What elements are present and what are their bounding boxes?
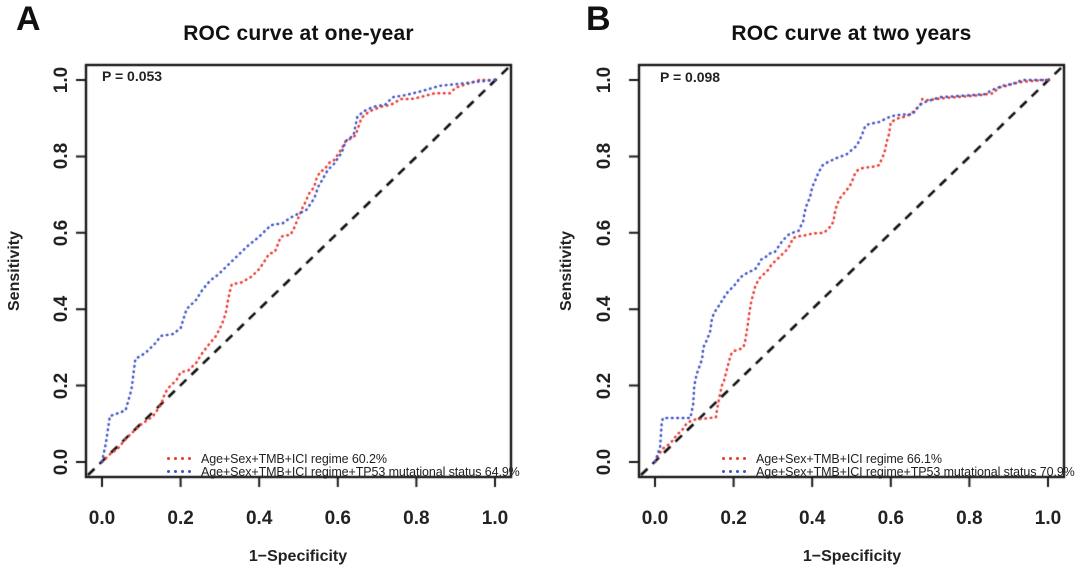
x-tick-label: 0.2 (167, 508, 194, 529)
legend-marker-dotted-blue-icon (722, 470, 746, 473)
y-tick-label: 0.6 (51, 219, 72, 247)
x-axis-title-a: 1−Specificity (248, 548, 348, 565)
x-tick-label: 0.8 (403, 508, 430, 529)
x-tick-label: 0.0 (641, 508, 669, 529)
y-tick-label: 0.2 (594, 372, 615, 399)
legend-row: Age+Sex+TMB+ICI regime+TP53 mutational s… (167, 464, 520, 479)
y-tick-label: 0.8 (51, 143, 72, 170)
y-tick-label: 0.4 (51, 295, 72, 323)
x-tick-label: 0.8 (956, 508, 983, 529)
x-tick-label: 0.4 (245, 508, 273, 529)
y-tick-label: 1.0 (594, 66, 615, 94)
legend-marker-dotted-red-icon (722, 457, 746, 460)
x-tick-label: 0.6 (324, 508, 352, 529)
y-tick-label: 0.0 (51, 448, 72, 476)
y-tick-label: 0.2 (51, 372, 72, 399)
panel-label-a: A (16, 0, 41, 38)
x-tick-label: 1.0 (1034, 508, 1062, 529)
legend-marker-dotted-blue-icon (167, 470, 191, 473)
x-tick-label: 1.0 (481, 508, 509, 529)
x-tick-label: 0.4 (798, 508, 826, 529)
legend-label: Age+Sex+TMB+ICI regime 66.1% (756, 451, 942, 466)
x-tick-label: 0.2 (720, 508, 747, 529)
p-value-b: P = 0.098 (660, 69, 721, 85)
y-tick-label: 0.6 (594, 219, 615, 247)
x-tick-label: 0.0 (88, 508, 116, 529)
y-tick-label: 0.8 (594, 143, 615, 170)
legend-row: Age+Sex+TMB+ICI regime 66.1% (722, 451, 942, 466)
y-axis-title-b: Sensitivity (558, 230, 575, 312)
plot-title-a: ROC curve at one-year (183, 22, 414, 45)
y-axis-title-a: Sensitivity (6, 230, 23, 312)
x-tick-label: 0.6 (877, 508, 905, 529)
legend-label: Age+Sex+TMB+ICI regime 60.2% (201, 451, 387, 466)
legend-label: Age+Sex+TMB+ICI regime+TP53 mutational s… (201, 464, 520, 479)
plot-title-b: ROC curve at two years (731, 22, 972, 45)
panel-a: A ROC curve at one-year P = 0.053 Sensit… (0, 0, 540, 585)
roc-plot-canvas-b (540, 0, 1080, 585)
y-tick-label: 0.4 (594, 295, 615, 323)
p-value-a: P = 0.053 (102, 68, 163, 84)
panel-label-b: B (586, 0, 611, 38)
legend-label: Age+Sex+TMB+ICI regime+TP53 mutational s… (756, 464, 1075, 479)
legend-row: Age+Sex+TMB+ICI regime+TP53 mutational s… (722, 464, 1075, 479)
y-tick-label: 1.0 (51, 66, 72, 94)
y-tick-label: 0.0 (594, 448, 615, 476)
roc-plot-canvas-a (0, 0, 540, 585)
x-axis-title-b: 1−Specificity (802, 548, 902, 565)
panel-b: B ROC curve at two years P = 0.098 Sensi… (540, 0, 1080, 585)
legend-marker-dotted-red-icon (167, 457, 191, 460)
legend-row: Age+Sex+TMB+ICI regime 60.2% (167, 451, 387, 466)
